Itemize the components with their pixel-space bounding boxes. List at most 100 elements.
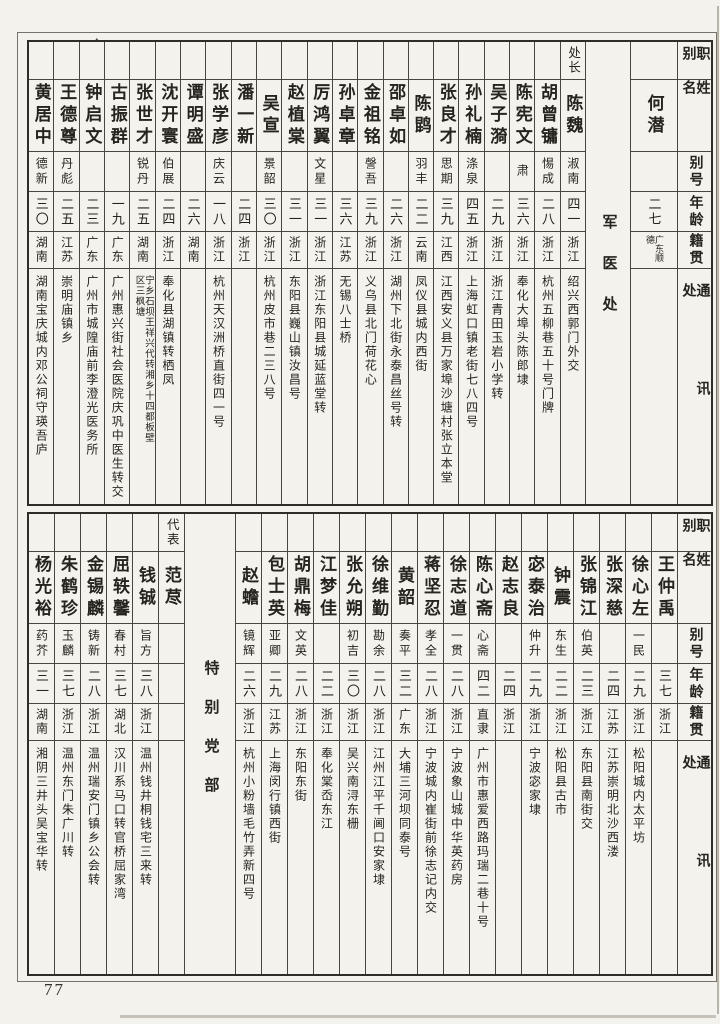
entry-native-place: 浙江: [288, 704, 313, 741]
entry-address: [159, 741, 184, 974]
entry-column: 徐维勤 勘余 二八 浙江 江州江平千阃口安家埭: [365, 514, 391, 974]
entry-address-text: 东阳县巍山镇汝昌号: [287, 275, 302, 401]
entry-age-text: 三八: [138, 668, 153, 699]
entry-age-text: 三一: [286, 196, 302, 227]
entry-address-text: 浙江青田玉岩小学转: [489, 275, 504, 401]
entry-name: 赵蟾: [236, 552, 261, 624]
entry-courtesy-name: 惕成: [535, 152, 560, 192]
entry-title: [340, 514, 365, 552]
entry-name-text: 徐维勤: [369, 554, 388, 621]
entry-column: 孙礼楠 涤泉 四五 浙江 上海虹口镇老街七八四号: [458, 42, 484, 504]
entry-courtesy-name-text: 伯展: [160, 156, 175, 187]
entry-age-text: 二四: [605, 668, 620, 699]
entry-name-text: 吴宣: [259, 93, 279, 138]
page-edge-shadow-right: [717, 6, 719, 1014]
entry-column: 赵志良 二四 浙江: [495, 514, 521, 974]
entry-address: 江苏崇明北沙西溇: [600, 741, 625, 974]
entry-name: 胡鼎梅: [288, 552, 313, 624]
entry-native-place: 江苏: [54, 232, 79, 269]
entry-name-text: 张锦江: [577, 554, 596, 621]
entry-age: 三〇: [340, 664, 365, 704]
entry-age-text: 二四: [236, 196, 252, 227]
entry-title: [358, 42, 383, 80]
entry-native-place: 江苏: [262, 704, 287, 741]
entry-address-text: 浙江东阳县城延蓝堂转: [312, 275, 327, 415]
entry-name-text: 张良才: [436, 82, 456, 149]
entry-native-place-text: 浙江: [540, 236, 555, 264]
entry-age-text: 三〇: [33, 196, 49, 227]
entry-title: [79, 42, 105, 80]
entry-native-place: 浙江: [383, 232, 408, 269]
entry-column: 张良才 思期 三九 江西 江西安义县万家埠沙塘村张立本堂: [433, 42, 459, 504]
entry-name-text: 屈轶馨: [110, 554, 129, 621]
entry-native-place-text: 浙江: [160, 236, 175, 264]
entry-native-place: 浙江: [459, 232, 484, 269]
entry-address-text: 吴兴南浔东栅: [345, 747, 360, 831]
header-jiguan: 籍贯: [678, 232, 711, 269]
entry-native-place: 浙江: [418, 704, 443, 741]
entry-name: 陈宪文: [510, 80, 535, 152]
header-xingming-text: 姓名: [680, 552, 710, 588]
entry-column: 张深慈 二四 江苏 江苏崇明北沙西溇: [599, 514, 625, 974]
entry-address-text: 江苏崇明北沙西溇: [605, 747, 620, 859]
entry-age: 二六: [383, 192, 408, 232]
header-jiguan: 籍贯: [678, 704, 711, 741]
entry-column: 王德尊 丹彪 二五 江苏 崇明庙镇乡: [53, 42, 79, 504]
entry-courtesy-name: 孝全: [418, 624, 443, 664]
entry-address: 上海虹口镇老街七八四号: [459, 269, 483, 504]
entry-native-place: 浙江: [236, 704, 261, 741]
entry-courtesy-name-text: 奏平: [397, 628, 412, 659]
header-nianling-text: 年龄: [687, 194, 703, 229]
entry-age: 二九: [484, 192, 510, 232]
entry-courtesy-name: 镜辉: [236, 624, 261, 664]
entry-address-text: 杭州小粉墙毛竹弄新四号: [241, 747, 256, 901]
entry-native-place: 浙江: [366, 704, 391, 741]
entry-courtesy-name: 铸新: [81, 624, 106, 664]
entry-native-place-text: 浙江: [515, 236, 530, 264]
entry-column: 张允朔 初吉 三〇 浙江 吴兴南浔东栅: [339, 514, 365, 974]
entry-courtesy-name: 亚卿: [262, 624, 287, 664]
entry-title: [574, 514, 599, 552]
entry-title: [231, 42, 256, 80]
entry-name-text: 胡鼎梅: [291, 554, 310, 621]
header-column: 职别 姓名 别号 年龄 籍贯 通讯处: [677, 42, 711, 504]
entry-name-text: 宓泰治: [525, 554, 544, 621]
entry-native-place-text: 湖南: [34, 236, 49, 264]
entry-title: 处长: [560, 42, 585, 80]
entry-name-text: 古振群: [107, 82, 127, 149]
entry-address-text: 奉化县湖镇转栖凤: [160, 275, 175, 387]
entry-age-text: 二六: [241, 668, 256, 699]
entry-name-text: 孙礼楠: [462, 82, 482, 149]
entry-title: [366, 514, 391, 552]
entry-native-place-text: 浙江: [449, 708, 464, 736]
entry-name: 金祖铭: [358, 80, 383, 152]
entry-native-place-text: 浙江: [86, 708, 101, 736]
group-label-text: 军医处: [600, 214, 617, 337]
group-label-column: 军医处: [585, 42, 630, 504]
entry-column: 包士英 亚卿 二九 江苏 上海闵行镇西街: [261, 514, 287, 974]
entry-age: 四五: [459, 192, 484, 232]
entry-courtesy-name: [181, 152, 206, 192]
entry-name: 钟启文: [79, 80, 105, 152]
entry-address: 杭州皮市巷二三八号: [257, 269, 281, 504]
entry-address: 宁波宓家埭: [522, 741, 547, 974]
entry-address-text: 汉川系马口转官桥屈家湾: [112, 747, 127, 901]
entry-native-place: 浙江: [560, 232, 585, 269]
entry-title: [256, 42, 282, 80]
entry-courtesy-name: [496, 624, 521, 664]
entry-courtesy-name: [314, 624, 339, 664]
entry-name-text: 谭明盛: [183, 82, 203, 149]
entry-age-text: 三〇: [345, 668, 360, 699]
entry-address-text: 凤仪县城内西街: [413, 275, 428, 373]
entry-address: 浙江青田玉岩小学转: [485, 269, 509, 504]
entry-name: 厉鸿翼: [307, 80, 332, 152]
entry-native-place-text: 浙江: [312, 236, 327, 264]
entry-name: 何潜: [631, 80, 677, 152]
entry-native-place: 浙江: [206, 232, 231, 269]
entry-column: 张锦江 伯英 二三 浙江 东阳县南街交: [573, 514, 599, 974]
entry-native-place-text: 广东: [110, 236, 125, 264]
entry-age: [159, 664, 184, 704]
entry-courtesy-name: 锐丹: [130, 152, 155, 192]
entry-title: [418, 514, 443, 552]
entry-native-place: 江西: [434, 232, 459, 269]
